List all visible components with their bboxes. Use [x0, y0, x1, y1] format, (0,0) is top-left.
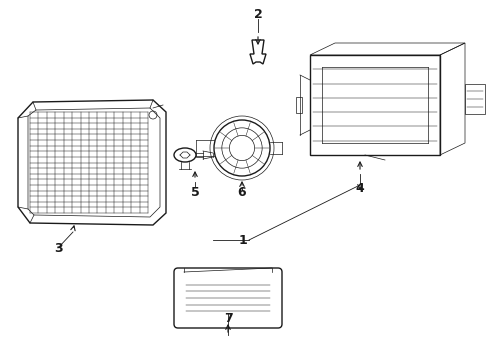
Text: 7: 7 [223, 311, 232, 324]
Text: 6: 6 [238, 185, 246, 198]
Text: 5: 5 [191, 185, 199, 198]
Text: 4: 4 [356, 181, 365, 194]
Text: 3: 3 [54, 242, 62, 255]
Text: 2: 2 [254, 8, 262, 21]
Text: 1: 1 [239, 234, 247, 247]
Bar [296, 97, 302, 113]
